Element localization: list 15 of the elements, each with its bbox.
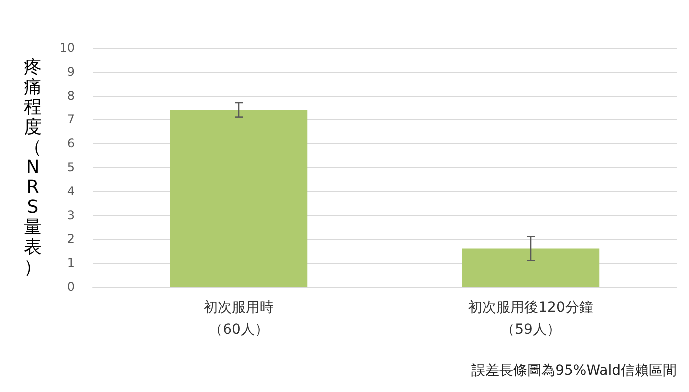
y-tick-label: 1 [67, 256, 75, 270]
y-tick-label: 6 [67, 136, 75, 151]
text: 誤差長條圖為95%Wald信賴區間 [472, 363, 677, 379]
x-tick-label: 初次服用後120分鐘（59人） [468, 300, 594, 338]
y-tick-label: 8 [67, 88, 75, 103]
y-tick-label: 10 [60, 41, 75, 55]
x-tick-label: 初次服用時（60人） [204, 300, 274, 338]
y-tick-label: 9 [67, 64, 75, 79]
y-tick-label: 7 [67, 112, 75, 127]
y-tick-label: 4 [67, 184, 75, 198]
y-tick-label: 5 [67, 160, 75, 174]
y-tick-label: 3 [67, 208, 75, 222]
y-tick-label: 0 [67, 280, 75, 294]
text: 疼痛程度（NRS量表） [24, 57, 42, 278]
y-tick-label: 2 [67, 232, 75, 246]
